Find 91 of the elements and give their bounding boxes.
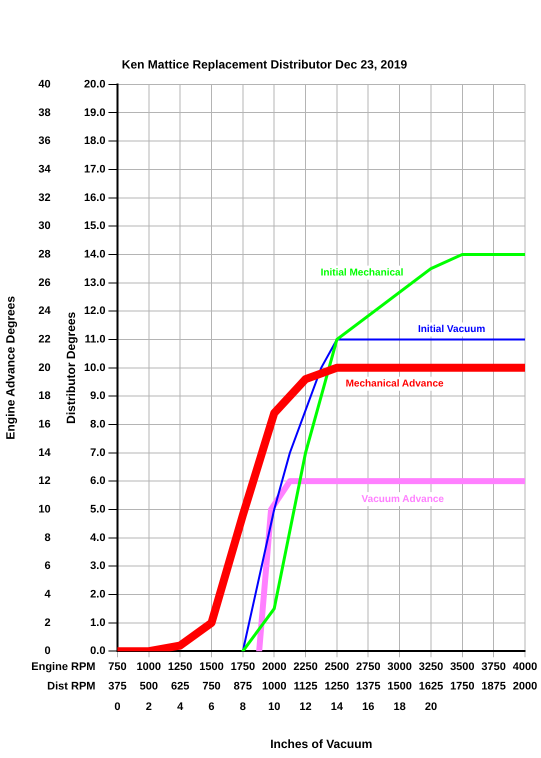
y2-tick-label: 8 bbox=[44, 532, 51, 544]
x2-tick-label: 12 bbox=[299, 701, 312, 714]
text: 1125 bbox=[294, 680, 318, 692]
x-tick-label: 1750 bbox=[230, 660, 256, 673]
y-tick-label: 10.0 bbox=[84, 362, 106, 374]
x2-tick-label: 14 bbox=[330, 701, 344, 714]
y-tick-label: 20.0 bbox=[84, 78, 106, 90]
y2-tick-label: 24 bbox=[38, 305, 52, 318]
x-tick-label: 2750 bbox=[356, 660, 380, 673]
text: Dist RPM bbox=[47, 680, 96, 692]
text: 2000 bbox=[512, 680, 538, 692]
y-tick-label: 9.0 bbox=[90, 390, 106, 402]
x2-tick-label: 18 bbox=[393, 701, 406, 714]
text: 1375 bbox=[356, 680, 380, 692]
x-tick-label: 3250 bbox=[418, 660, 444, 673]
y-tick-label: 1.0 bbox=[90, 616, 106, 629]
y-tick-label: 11.0 bbox=[84, 333, 106, 346]
x-tick-label: 2250 bbox=[293, 660, 318, 673]
y-tick-label: 0.0 bbox=[90, 645, 106, 658]
y-tick-label: 12.0 bbox=[84, 305, 106, 318]
y2-tick-label: 16 bbox=[38, 418, 51, 431]
y2-tick-label: 0 bbox=[44, 645, 51, 658]
text: 375 bbox=[108, 680, 127, 692]
x-tick-label: 2500 bbox=[324, 660, 350, 673]
x2-tick-label: 8 bbox=[240, 701, 246, 714]
text: 875 bbox=[234, 680, 252, 692]
y-tick-label: 15.0 bbox=[84, 220, 106, 232]
y2-tick-label: 38 bbox=[38, 106, 51, 119]
x-tick-label: 1500 bbox=[199, 660, 224, 673]
x2-tick-label: 16 bbox=[362, 701, 374, 714]
y2-tick-label: 22 bbox=[38, 333, 51, 346]
y-tick-label: 4.0 bbox=[90, 532, 106, 544]
series-label: Initial Mechanical bbox=[320, 267, 404, 278]
y2-tick-label: 20 bbox=[38, 362, 51, 374]
text: 1250 bbox=[324, 680, 350, 692]
x2-tick-label: 20 bbox=[424, 701, 438, 714]
text: 1000 bbox=[262, 680, 286, 692]
chart-title: Ken Mattice Replacement Distributor Dec 23, 2019 bbox=[122, 58, 408, 72]
text: 1625 bbox=[418, 680, 444, 692]
y-tick-label: 8.0 bbox=[90, 418, 106, 431]
x-tick-label: 3500 bbox=[450, 660, 475, 673]
x-tick-label: 3000 bbox=[387, 660, 412, 673]
y2-tick-label: 26 bbox=[38, 276, 51, 289]
text: 1500 bbox=[387, 680, 412, 692]
y-tick-label: 5.0 bbox=[90, 504, 106, 516]
x2-tick-label: 6 bbox=[208, 701, 215, 714]
y2-tick-label: 12 bbox=[38, 475, 51, 488]
y2-tick-label: 40 bbox=[38, 78, 51, 90]
y2-axis-title: Engine Advance Degrees bbox=[4, 296, 18, 440]
y2-tick-label: 32 bbox=[38, 192, 51, 204]
text: 1750 bbox=[450, 680, 475, 692]
series-label: Initial Vacuum bbox=[418, 324, 486, 336]
x-tick-label: 1250 bbox=[168, 660, 192, 673]
text: 625 bbox=[170, 680, 190, 692]
y-tick-label: 19.0 bbox=[84, 106, 106, 119]
text: 1875 bbox=[481, 680, 506, 692]
x-tick-label: 2000 bbox=[262, 660, 286, 673]
x2-tick-label: 4 bbox=[177, 701, 184, 714]
y2-tick-label: 2 bbox=[44, 616, 51, 629]
y2-tick-label: 4 bbox=[44, 588, 52, 601]
y2-tick-label: 10 bbox=[38, 504, 51, 516]
x-axis-title: Engine RPM bbox=[31, 661, 96, 674]
y-axis-title: Distributor Degrees bbox=[64, 311, 78, 424]
x-tick-label: 3750 bbox=[481, 660, 506, 673]
y-tick-label: 2.0 bbox=[90, 588, 106, 601]
y-tick-label: 3.0 bbox=[90, 560, 106, 572]
series-label: Mechanical Advance bbox=[346, 378, 444, 390]
x2-axis-title: Inches of Vacuum bbox=[270, 737, 372, 752]
y2-tick-label: 6 bbox=[44, 560, 51, 572]
text: 750 bbox=[202, 680, 221, 692]
y-tick-label: 6.0 bbox=[90, 475, 106, 488]
y-tick-label: 13.0 bbox=[84, 276, 106, 289]
y2-tick-label: 30 bbox=[38, 220, 51, 232]
x2-tick-label: 0 bbox=[114, 701, 121, 714]
y-tick-label: 18.0 bbox=[84, 135, 106, 148]
y2-tick-label: 34 bbox=[38, 163, 52, 176]
y-tick-label: 17.0 bbox=[84, 163, 106, 176]
y2-tick-label: 28 bbox=[38, 248, 51, 260]
x-tick-label: 4000 bbox=[512, 660, 538, 673]
x2-tick-label: 2 bbox=[146, 701, 152, 714]
y-tick-label: 16.0 bbox=[84, 192, 106, 204]
x2-tick-label: 10 bbox=[268, 701, 280, 714]
y2-tick-label: 18 bbox=[38, 390, 51, 402]
x-tick-label: 750 bbox=[108, 660, 127, 673]
y2-tick-label: 36 bbox=[38, 135, 51, 148]
y2-tick-label: 14 bbox=[38, 446, 52, 459]
y-tick-label: 14.0 bbox=[84, 248, 106, 260]
series-label: Vacuum Advance bbox=[362, 494, 444, 505]
text: 500 bbox=[140, 680, 158, 692]
y-tick-label: 7.0 bbox=[90, 446, 106, 459]
x-tick-label: 1000 bbox=[136, 660, 162, 673]
